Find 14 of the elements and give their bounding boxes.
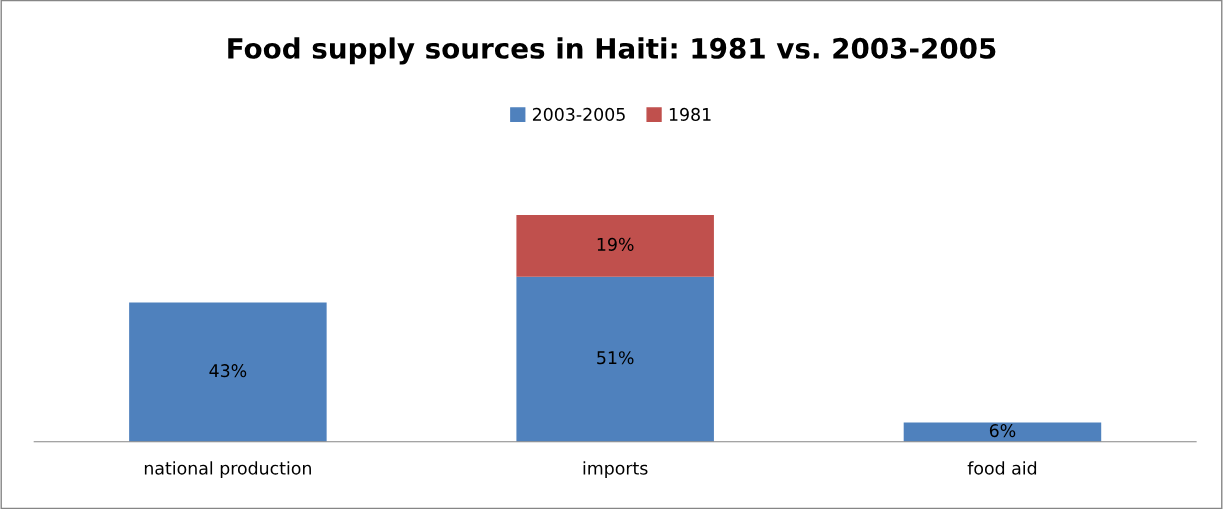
legend-label: 1981 bbox=[669, 107, 711, 121]
x-tick-label: imports bbox=[583, 461, 648, 479]
bar bbox=[516, 215, 714, 277]
data-label: 51% bbox=[597, 351, 634, 365]
bar bbox=[516, 276, 714, 442]
bar bbox=[129, 302, 327, 442]
x-tick-label: food aid bbox=[967, 461, 1037, 475]
bar bbox=[903, 422, 1102, 442]
data-label: 6% bbox=[989, 424, 1016, 438]
data-label: 19% bbox=[597, 237, 634, 251]
x-tick-label: national production bbox=[144, 461, 311, 479]
data-label: 43% bbox=[209, 364, 247, 378]
chart-title: Food supply sources in Haiti: 1981 vs. 2003-2005 bbox=[228, 37, 996, 65]
legend-label: 2003-2005 bbox=[532, 107, 625, 121]
